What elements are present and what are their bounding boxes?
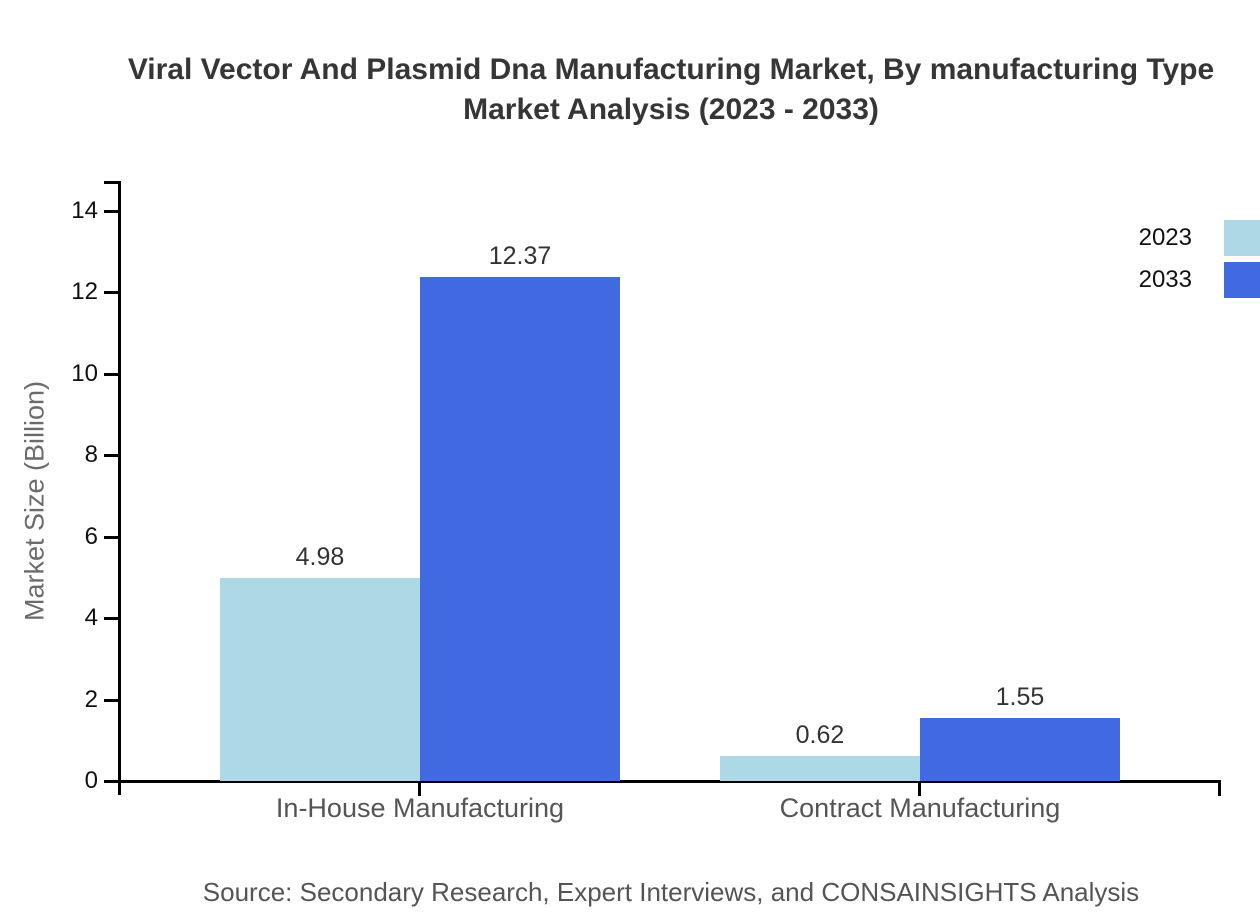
value-label-2033-contract-manufacturing: 1.55 — [995, 683, 1045, 711]
value-label-2033-in-house-manufacturing: 12.37 — [488, 242, 552, 270]
x-axis-line — [104, 780, 1221, 783]
y-tick-label: 14 — [71, 197, 98, 224]
legend-swatch-2033 — [1224, 262, 1260, 298]
bar-2033-in-house-manufacturing — [420, 277, 620, 781]
y-axis-end-cap — [104, 181, 120, 184]
y-tick-mark — [104, 698, 120, 702]
category-tick-mark — [918, 782, 921, 796]
chart-title-line1: Viral Vector And Plasmid Dna Manufacturi… — [127, 53, 1215, 86]
y-tick-label: 8 — [84, 441, 98, 469]
x-axis-end-cap — [1218, 781, 1221, 796]
y-tick-mark — [104, 210, 120, 213]
legend-swatch-2023 — [1224, 220, 1260, 256]
chart-title: Viral Vector And Plasmid Dna Manufacturi… — [41, 50, 1260, 130]
category-label-contract-manufacturing: Contract Manufacturing — [779, 793, 1061, 823]
legend-label-2023: 2023 — [1138, 224, 1192, 251]
legend-label-2033: 2033 — [1138, 266, 1192, 293]
y-tick-mark — [104, 372, 120, 376]
y-tick-label: 12 — [71, 278, 98, 306]
value-label-2023-in-house-manufacturing: 4.98 — [295, 543, 345, 571]
y-tick-label: 4 — [84, 604, 98, 632]
y-tick-label: 10 — [71, 359, 98, 387]
y-tick-label: 2 — [84, 685, 98, 713]
category-tick-mark — [418, 782, 421, 796]
y-tick-mark — [104, 535, 120, 539]
y-tick-mark — [104, 617, 120, 621]
y-tick-mark — [104, 291, 120, 295]
bar-2023-contract-manufacturing — [720, 756, 920, 781]
bar-2023-in-house-manufacturing — [220, 578, 420, 781]
y-tick-label: 6 — [84, 522, 98, 550]
chart-title-line2: Market Analysis (2023 - 2033) — [463, 93, 879, 126]
source-note: Source: Secondary Research, Expert Inter… — [202, 877, 1140, 907]
value-label-2023-contract-manufacturing: 0.62 — [795, 721, 845, 749]
y-tick-mark — [104, 780, 120, 783]
y-axis-line — [118, 181, 121, 795]
bar-2033-contract-manufacturing — [920, 718, 1120, 781]
y-tick-mark — [104, 454, 120, 458]
y-tick-label: 0 — [84, 767, 98, 794]
category-label-in-house-manufacturing: In-House Manufacturing — [275, 793, 565, 823]
